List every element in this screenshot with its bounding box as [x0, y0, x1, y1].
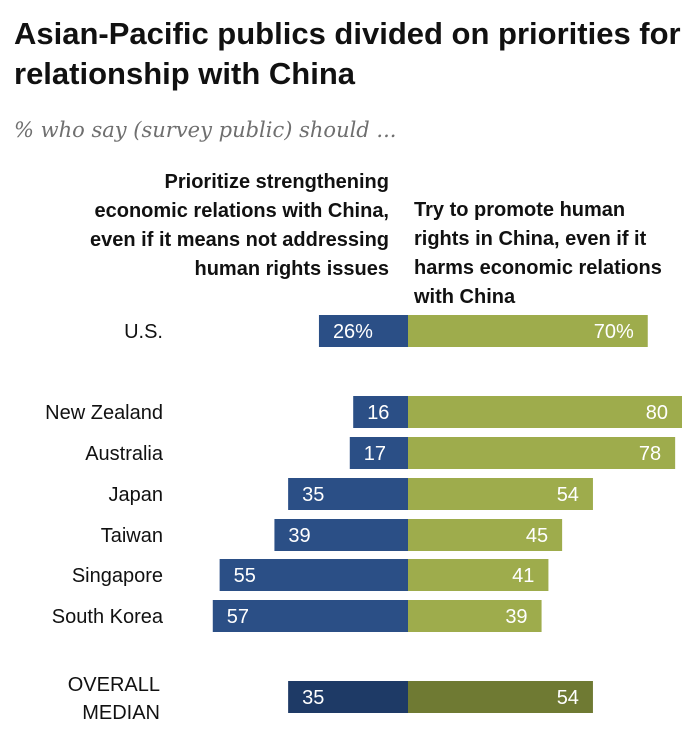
bar-right [408, 437, 676, 469]
value-label-left: 55 [234, 565, 256, 587]
chart-title: Asian-Pacific publics divided on priorit… [14, 16, 681, 91]
category-label: Singapore [72, 565, 163, 587]
bar-left [349, 437, 408, 469]
bar-left [353, 396, 408, 428]
bar-right [408, 559, 549, 591]
category-label: South Korea [52, 606, 164, 628]
value-label-left: 26% [333, 321, 373, 343]
value-label-right: 78 [639, 443, 661, 465]
category-label: U.S. [124, 321, 163, 343]
bar-right [408, 478, 593, 510]
legend-left-header: Prioritize strengthening economic relati… [90, 171, 389, 280]
category-label: Australia [85, 443, 164, 465]
bar-left [288, 681, 408, 713]
value-label-right: 70% [594, 321, 634, 343]
bar-right [408, 681, 593, 713]
bar-left [318, 315, 408, 347]
category-label: New Zealand [45, 402, 163, 424]
value-label-left: 35 [302, 484, 324, 506]
value-label-right: 41 [512, 565, 534, 587]
category-label: Japan [109, 484, 164, 506]
bar-left [219, 559, 408, 591]
category-label: Taiwan [101, 525, 163, 547]
bar-right [408, 315, 648, 347]
value-label-left: 57 [227, 606, 249, 628]
value-label-right: 45 [526, 525, 548, 547]
value-label-right: 54 [557, 687, 579, 709]
value-label-left: 35 [302, 687, 324, 709]
bar-right [408, 519, 563, 551]
value-label-right: 80 [646, 402, 668, 424]
bar-right [408, 600, 542, 632]
chart-subtitle: % who say (survey public) should ... [14, 118, 397, 142]
value-label-right: 39 [505, 606, 527, 628]
value-label-left: 17 [364, 443, 386, 465]
bar-left [288, 478, 408, 510]
value-label-right: 54 [557, 484, 579, 506]
legend-right-header: Try to promote human rights in China, ev… [414, 199, 662, 308]
value-label-left: 39 [288, 525, 310, 547]
bar-left [274, 519, 408, 551]
bar-left [212, 600, 408, 632]
value-label-left: 16 [367, 402, 389, 424]
bar-right [408, 396, 682, 428]
category-label: OVERALL MEDIAN [68, 674, 160, 724]
